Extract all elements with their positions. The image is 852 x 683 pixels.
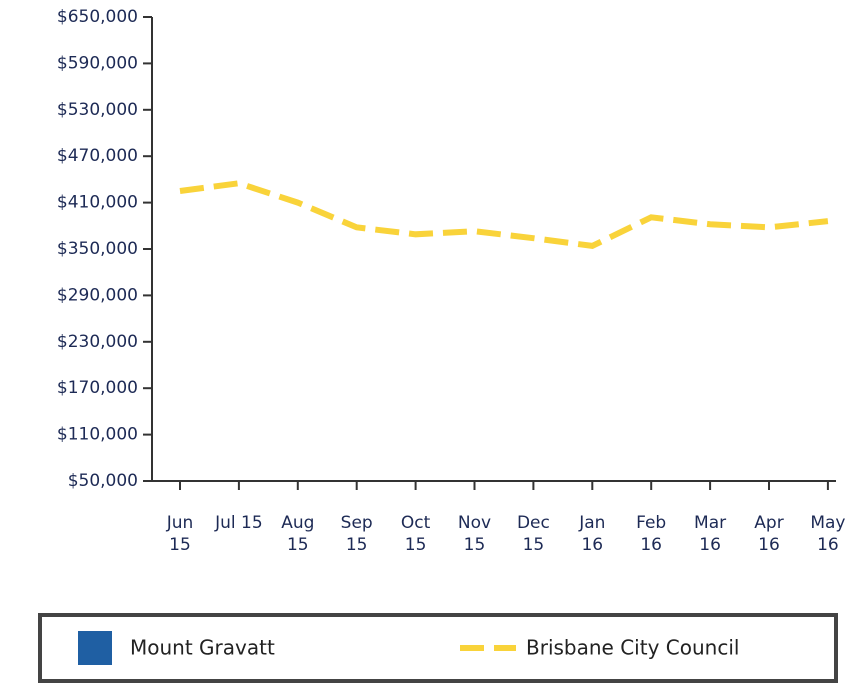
legend-label: Mount Gravatt [130, 636, 275, 660]
legend [38, 613, 838, 683]
y-tick-label: $50,000 [68, 471, 138, 491]
x-tick-label: Sep 15 [340, 513, 373, 555]
x-tick-label: Aug 15 [281, 513, 315, 555]
x-tick-label: Apr 16 [754, 513, 784, 555]
y-tick-label: $650,000 [57, 7, 138, 27]
x-tick-label: Jul 15 [215, 513, 263, 533]
y-tick-label: $290,000 [57, 285, 138, 305]
x-tick-label: Jan 16 [579, 513, 606, 555]
legend-swatch [78, 631, 112, 665]
x-tick-label: Jun 15 [166, 513, 194, 555]
y-tick-label: $170,000 [57, 378, 138, 398]
y-tick-label: $110,000 [57, 425, 138, 445]
x-tick-label: Feb 16 [636, 513, 667, 555]
y-tick-label: $530,000 [57, 100, 138, 120]
y-tick-label: $230,000 [57, 332, 138, 352]
x-tick-label: Oct 15 [400, 513, 431, 555]
y-tick-label: $350,000 [57, 239, 138, 259]
x-tick-label: Nov 15 [457, 513, 492, 555]
y-tick-label: $410,000 [57, 193, 138, 213]
x-tick-label: May 16 [810, 513, 846, 555]
y-tick-label: $590,000 [57, 53, 138, 73]
y-tick-label: $470,000 [57, 146, 138, 166]
x-tick-label: Dec 15 [516, 513, 550, 555]
legend-label: Brisbane City Council [526, 636, 739, 660]
data-line [179, 180, 829, 249]
x-tick-label: Mar 16 [694, 513, 727, 555]
